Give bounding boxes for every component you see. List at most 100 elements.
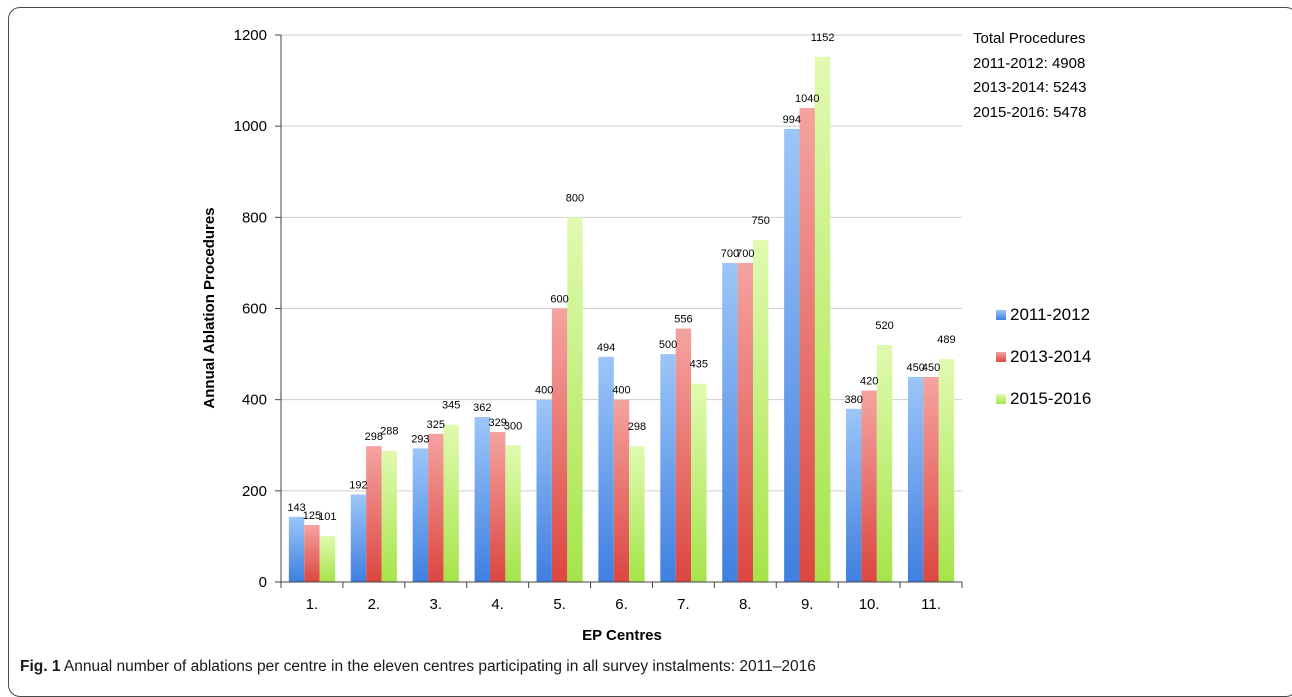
bar-2015-2016-centre-4 — [505, 445, 521, 582]
bar-2015-2016-centre-6 — [629, 446, 645, 582]
figure-caption: Fig. 1 Annual number of ablations per ce… — [20, 658, 816, 676]
data-label: 380 — [845, 394, 863, 406]
bar-2011-2012-centre-7 — [660, 354, 676, 582]
data-label: 400 — [535, 385, 553, 397]
x-tick-label: 7. — [677, 596, 690, 613]
data-label: 494 — [597, 342, 615, 354]
bar-2011-2012-centre-2 — [350, 494, 367, 582]
figure-label: Fig. 1 — [20, 658, 61, 675]
bar-2013-2014-centre-2 — [366, 446, 382, 582]
data-label: 192 — [349, 479, 367, 491]
legend-item-2013-2014: 2013-2014 — [996, 336, 1091, 378]
bar-2011-2012-centre-5 — [536, 399, 552, 582]
axes: 0 200 400 600 800 1000 1200 1. 2. 3. 4. 5. 6. 7. 8. 9. 1… — [234, 27, 963, 613]
x-tick-label: 1. — [306, 596, 319, 613]
totals-line: 2013-2014: 5243 — [973, 79, 1087, 96]
data-label: 345 — [442, 400, 460, 412]
data-label: 1040 — [795, 93, 819, 105]
bar-2013-2014-centre-3 — [428, 433, 444, 582]
bar-2013-2014-centre-5 — [551, 308, 568, 582]
x-tick-label: 3. — [430, 596, 443, 613]
y-axis-title: Annual Ablation Procedures — [201, 207, 218, 408]
legend-label: 2015-2016 — [1010, 389, 1092, 408]
data-label: 800 — [566, 192, 584, 204]
x-axis-title: EP Centres — [582, 627, 662, 644]
legend-label: 2013-2014 — [1010, 347, 1092, 366]
bar-2011-2012-centre-8 — [722, 262, 738, 582]
bar-2015-2016-centre-10 — [876, 344, 893, 582]
bars — [288, 56, 955, 583]
bar-2011-2012-centre-3 — [412, 448, 429, 582]
bar-2013-2014-centre-6 — [613, 399, 630, 582]
bar-2013-2014-centre-4 — [489, 432, 506, 582]
data-label: 1152 — [811, 32, 835, 44]
data-label: 435 — [690, 359, 708, 371]
bar-2015-2016-centre-5 — [567, 217, 583, 583]
data-label: 556 — [674, 314, 692, 326]
data-label: 700 — [721, 248, 739, 260]
x-tick-label: 9. — [801, 596, 814, 613]
data-label: 298 — [628, 421, 646, 433]
data-label: 293 — [411, 433, 429, 445]
data-label: 520 — [875, 320, 893, 332]
data-label: 125 — [303, 510, 321, 522]
totals-line: 2011-2012: 4908 — [973, 54, 1086, 72]
data-label: 700 — [736, 248, 754, 260]
bar-2011-2012-centre-10 — [846, 408, 862, 582]
data-label: 362 — [473, 402, 491, 414]
data-label: 329 — [489, 417, 507, 429]
bar-2015-2016-centre-8 — [753, 240, 769, 582]
y-tick-label: 0 — [259, 574, 267, 591]
data-label: 500 — [659, 339, 677, 351]
bar-2013-2014-centre-7 — [675, 328, 692, 582]
totals-heading: Total Procedures — [973, 30, 1086, 47]
x-tick-label: 5. — [553, 596, 566, 613]
legend-item-2011-2012: 2011-2012 — [996, 294, 1091, 336]
total-procedures-box: Total Procedures 2011-2012: 4908 2013-20… — [973, 27, 1086, 125]
data-label: 994 — [783, 114, 801, 126]
x-tick-label: 10. — [859, 596, 880, 613]
data-label: 300 — [504, 420, 522, 432]
bar-2011-2012-centre-4 — [474, 416, 490, 582]
bar-2011-2012-centre-11 — [907, 376, 924, 582]
x-tick-label: 6. — [615, 596, 628, 613]
x-tick-label: 2. — [368, 596, 381, 613]
y-tick-label: 400 — [242, 392, 267, 409]
x-tick-label: 8. — [739, 596, 752, 613]
caption-text: Annual number of ablations per centre in… — [60, 658, 816, 675]
bar-2015-2016-centre-7 — [691, 383, 707, 582]
bar-2011-2012-centre-9 — [784, 128, 800, 582]
x-tick-label: 11. — [921, 596, 941, 613]
legend-swatch-2013-2014 — [996, 352, 1006, 362]
legend-label: 2011-2012 — [1010, 305, 1091, 324]
data-label: 450 — [922, 362, 940, 374]
x-tick-label: 4. — [491, 596, 504, 613]
totals-line: 2015-2016: 5478 — [973, 103, 1087, 121]
data-label: 489 — [937, 334, 955, 346]
y-tick-label: 1000 — [234, 118, 267, 135]
bar-2015-2016-centre-9 — [814, 56, 831, 582]
legend: 2011-2012 2013-2014 2015-2016 — [996, 294, 1091, 420]
legend-item-2015-2016: 2015-2016 — [996, 378, 1091, 420]
bar-2011-2012-centre-6 — [598, 356, 614, 582]
bar-2015-2016-centre-11 — [938, 359, 955, 582]
y-tick-label: 800 — [242, 209, 267, 226]
bar-2015-2016-centre-3 — [443, 424, 459, 582]
data-label: 400 — [612, 385, 630, 397]
y-tick-label: 600 — [242, 301, 267, 318]
bar-2015-2016-centre-2 — [381, 450, 397, 582]
bar-2013-2014-centre-8 — [737, 262, 754, 582]
bar-2013-2014-centre-10 — [861, 390, 877, 582]
data-label: 600 — [550, 294, 568, 306]
data-label: 288 — [380, 426, 398, 438]
y-tick-label: 200 — [242, 483, 267, 500]
bar-2011-2012-centre-1 — [288, 516, 305, 582]
bar-2013-2014-centre-11 — [923, 376, 939, 582]
data-label: 143 — [287, 502, 305, 514]
data-label: 101 — [318, 511, 336, 523]
data-label: 420 — [860, 376, 878, 388]
data-label: 450 — [906, 362, 924, 374]
bar-2013-2014-centre-1 — [304, 525, 320, 582]
bar-2015-2016-centre-1 — [319, 535, 336, 582]
